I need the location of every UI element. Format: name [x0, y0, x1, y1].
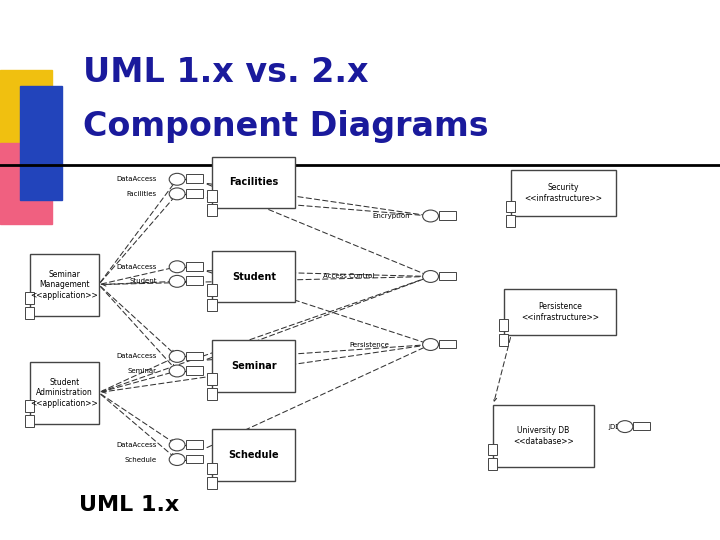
Text: Student: Student [130, 278, 157, 285]
FancyBboxPatch shape [488, 458, 498, 470]
FancyBboxPatch shape [25, 401, 35, 413]
Bar [20, 86, 62, 200]
FancyBboxPatch shape [186, 455, 203, 463]
Circle shape [169, 188, 185, 200]
Text: Student
Administration
<<application>>: Student Administration <<application>> [30, 378, 99, 408]
FancyBboxPatch shape [499, 334, 508, 346]
Circle shape [617, 421, 633, 433]
FancyBboxPatch shape [212, 157, 295, 208]
FancyBboxPatch shape [499, 320, 508, 332]
Text: UML 1.x: UML 1.x [79, 495, 179, 515]
FancyBboxPatch shape [25, 293, 35, 305]
FancyBboxPatch shape [30, 254, 99, 316]
Text: Student: Student [232, 272, 276, 282]
FancyBboxPatch shape [186, 440, 203, 449]
Circle shape [169, 275, 185, 287]
FancyBboxPatch shape [207, 462, 217, 475]
FancyBboxPatch shape [25, 307, 35, 319]
FancyBboxPatch shape [488, 444, 498, 455]
Text: Access Control: Access Control [323, 273, 374, 280]
Circle shape [169, 454, 185, 465]
FancyBboxPatch shape [207, 205, 217, 217]
Text: Security
<<infrastructure>>: Security <<infrastructure>> [524, 184, 603, 202]
FancyBboxPatch shape [212, 429, 295, 481]
Text: Seminar: Seminar [231, 361, 276, 371]
Circle shape [169, 261, 185, 273]
FancyBboxPatch shape [207, 477, 217, 489]
FancyBboxPatch shape [633, 422, 650, 430]
FancyBboxPatch shape [25, 415, 35, 427]
Text: Schedule: Schedule [228, 450, 279, 460]
Circle shape [423, 210, 438, 222]
FancyBboxPatch shape [186, 262, 203, 271]
Circle shape [169, 365, 185, 377]
Text: Seminar
Management
<<application>>: Seminar Management <<application>> [30, 270, 99, 300]
Circle shape [169, 173, 185, 185]
Bar [0, 70, 52, 151]
Text: DataAccess: DataAccess [117, 176, 157, 183]
FancyBboxPatch shape [207, 388, 217, 400]
FancyBboxPatch shape [212, 251, 295, 302]
FancyBboxPatch shape [186, 366, 203, 375]
Text: DataAccess: DataAccess [117, 353, 157, 360]
Circle shape [423, 339, 438, 350]
FancyBboxPatch shape [207, 284, 217, 296]
FancyBboxPatch shape [511, 170, 616, 216]
FancyBboxPatch shape [30, 362, 99, 424]
FancyBboxPatch shape [186, 174, 203, 183]
Text: DataAccess: DataAccess [117, 264, 157, 270]
FancyBboxPatch shape [207, 299, 217, 311]
FancyBboxPatch shape [506, 201, 516, 213]
Text: Schedule: Schedule [125, 456, 157, 463]
FancyBboxPatch shape [506, 215, 516, 227]
FancyBboxPatch shape [439, 340, 456, 348]
Bar [0, 143, 52, 224]
Text: DataAccess: DataAccess [117, 442, 157, 448]
Text: University DB
<<database>>: University DB <<database>> [513, 427, 574, 446]
Text: Encryption: Encryption [373, 213, 410, 219]
FancyBboxPatch shape [186, 189, 203, 198]
FancyBboxPatch shape [439, 272, 456, 280]
FancyBboxPatch shape [504, 289, 616, 335]
FancyBboxPatch shape [212, 340, 295, 392]
Text: Facilities: Facilities [229, 177, 279, 187]
Circle shape [169, 439, 185, 451]
FancyBboxPatch shape [186, 276, 203, 285]
Text: Facilities: Facilities [127, 191, 157, 197]
FancyBboxPatch shape [207, 190, 217, 202]
Text: Component Diagrams: Component Diagrams [83, 110, 488, 144]
Text: Persistence
<<infrastructure>>: Persistence <<infrastructure>> [521, 302, 599, 321]
Circle shape [423, 271, 438, 282]
FancyBboxPatch shape [207, 374, 217, 386]
Text: UML 1.x vs. 2.x: UML 1.x vs. 2.x [83, 56, 369, 90]
Circle shape [169, 350, 185, 362]
Text: JDBC: JDBC [608, 423, 625, 430]
FancyBboxPatch shape [439, 211, 456, 220]
Text: Persistence: Persistence [349, 341, 389, 348]
Text: Seminar: Seminar [128, 368, 157, 374]
FancyBboxPatch shape [186, 352, 203, 360]
FancyBboxPatch shape [493, 405, 594, 467]
